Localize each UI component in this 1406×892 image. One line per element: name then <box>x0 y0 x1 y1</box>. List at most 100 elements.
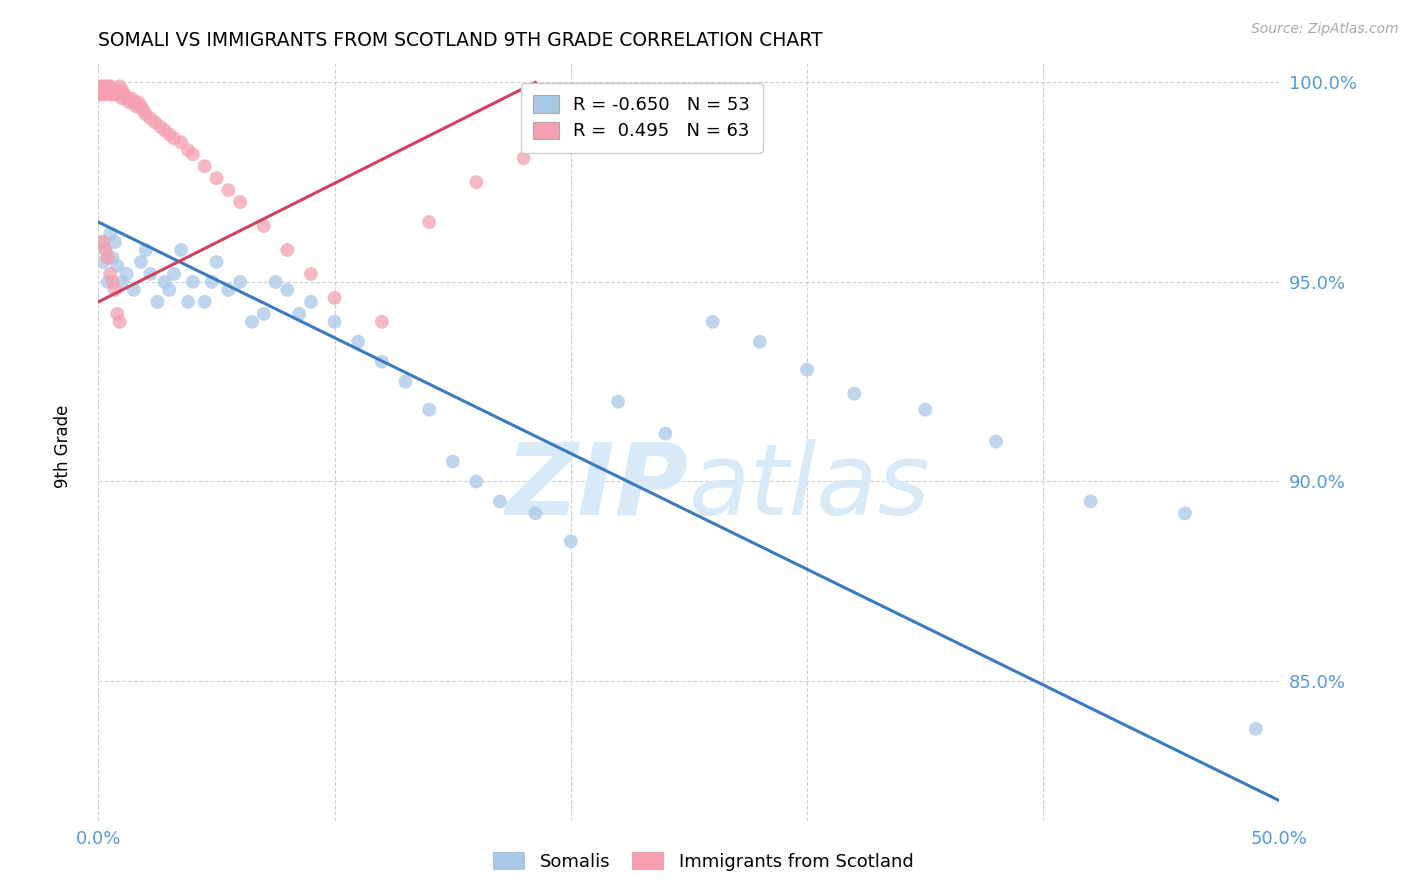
Point <box>104 235 127 249</box>
Point <box>264 275 287 289</box>
Point <box>94 243 117 257</box>
Point <box>177 294 200 309</box>
Point <box>135 107 157 121</box>
Point <box>111 91 134 105</box>
Point <box>105 307 128 321</box>
Point <box>111 83 134 97</box>
Point <box>94 79 117 94</box>
Point <box>128 95 150 110</box>
Point <box>201 275 224 289</box>
Point <box>1244 722 1267 736</box>
Point <box>465 175 488 189</box>
Point <box>146 294 169 309</box>
Point <box>984 434 1007 449</box>
Point <box>101 83 124 97</box>
Point <box>90 83 112 97</box>
Point <box>108 87 131 102</box>
Point <box>170 135 193 149</box>
Point <box>607 394 630 409</box>
Point <box>512 151 534 165</box>
Point <box>132 103 155 118</box>
Point <box>139 267 162 281</box>
Point <box>194 159 217 173</box>
Point <box>177 143 200 157</box>
Point <box>181 275 204 289</box>
Text: SOMALI VS IMMIGRANTS FROM SCOTLAND 9TH GRADE CORRELATION CHART: SOMALI VS IMMIGRANTS FROM SCOTLAND 9TH G… <box>98 30 823 50</box>
Point <box>90 87 112 102</box>
Point <box>418 402 440 417</box>
Point <box>796 362 818 376</box>
Point <box>104 87 127 102</box>
Point <box>115 91 138 105</box>
Point <box>276 243 298 257</box>
Point <box>139 112 162 126</box>
Point <box>108 79 131 94</box>
Point <box>129 99 152 113</box>
Point <box>135 243 157 257</box>
Legend: R = -0.650   N = 53, R =  0.495   N = 63: R = -0.650 N = 53, R = 0.495 N = 63 <box>520 83 762 153</box>
Point <box>91 83 114 97</box>
Point <box>125 99 148 113</box>
Point <box>105 259 128 273</box>
Point <box>91 79 114 94</box>
Point <box>205 255 228 269</box>
Point <box>1080 494 1102 508</box>
Point <box>441 454 464 468</box>
Point <box>91 255 114 269</box>
Point <box>194 294 217 309</box>
Point <box>276 283 298 297</box>
Point <box>101 275 124 289</box>
Point <box>465 475 488 489</box>
Point <box>914 402 936 417</box>
Point <box>371 315 394 329</box>
Point <box>524 507 547 521</box>
Point <box>97 275 120 289</box>
Point <box>104 83 127 97</box>
Point <box>115 267 138 281</box>
Point <box>101 87 124 102</box>
Point <box>105 87 128 102</box>
Point <box>94 83 117 97</box>
Point <box>205 171 228 186</box>
Point <box>98 87 121 102</box>
Point <box>112 87 135 102</box>
Point <box>118 95 141 110</box>
Point <box>299 267 322 281</box>
Point <box>98 267 121 281</box>
Point <box>157 128 180 142</box>
Point <box>94 87 117 102</box>
Point <box>240 315 263 329</box>
Point <box>143 115 166 129</box>
Point <box>105 83 128 97</box>
Point <box>97 251 120 265</box>
Point <box>229 195 252 210</box>
Point <box>299 294 322 309</box>
Legend: Somalis, Immigrants from Scotland: Somalis, Immigrants from Scotland <box>485 846 921 879</box>
Point <box>129 255 152 269</box>
Point <box>323 291 346 305</box>
Point <box>149 120 172 134</box>
Point <box>844 386 866 401</box>
Point <box>217 183 239 197</box>
Point <box>347 334 370 349</box>
Point <box>217 283 239 297</box>
Point <box>163 131 186 145</box>
Point <box>163 267 186 281</box>
Text: atlas: atlas <box>689 439 931 535</box>
Point <box>157 283 180 297</box>
Text: 9th Grade: 9th Grade <box>55 404 72 488</box>
Point <box>122 95 145 110</box>
Point <box>108 315 131 329</box>
Point <box>229 275 252 289</box>
Point <box>97 79 120 94</box>
Point <box>489 494 512 508</box>
Point <box>748 334 770 349</box>
Point <box>153 123 176 137</box>
Point <box>97 83 120 97</box>
Point <box>153 275 176 289</box>
Point <box>98 227 121 241</box>
Point <box>394 375 416 389</box>
Point <box>91 235 114 249</box>
Point <box>91 87 114 102</box>
Point <box>90 235 112 249</box>
